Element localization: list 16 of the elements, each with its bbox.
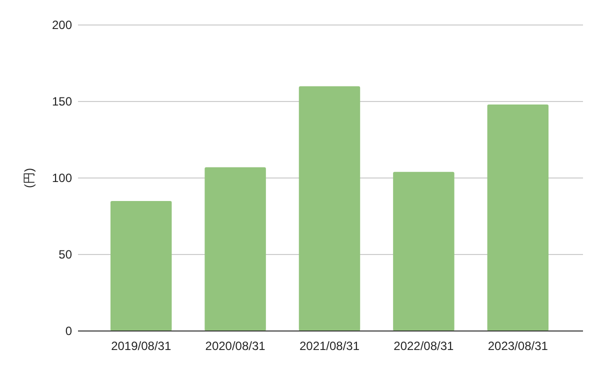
y-tick-label: 50 [58, 248, 72, 262]
bar [487, 104, 549, 331]
x-tick-label: 2022/08/31 [394, 339, 454, 353]
y-axis-title: (円) [22, 168, 36, 188]
x-tick-label: 2019/08/31 [111, 339, 172, 353]
bar [393, 172, 454, 331]
bar [298, 86, 360, 331]
bar [204, 167, 266, 331]
y-tick-label: 0 [65, 324, 72, 338]
y-tick-label: 200 [52, 18, 72, 32]
y-tick-label: 100 [52, 171, 72, 185]
y-tick-label: 150 [52, 94, 72, 108]
x-tick-label: 2020/08/31 [205, 339, 266, 353]
x-tick-label: 2021/08/31 [299, 339, 360, 353]
bar [110, 200, 172, 331]
x-tick-label: 2023/08/31 [488, 339, 548, 353]
